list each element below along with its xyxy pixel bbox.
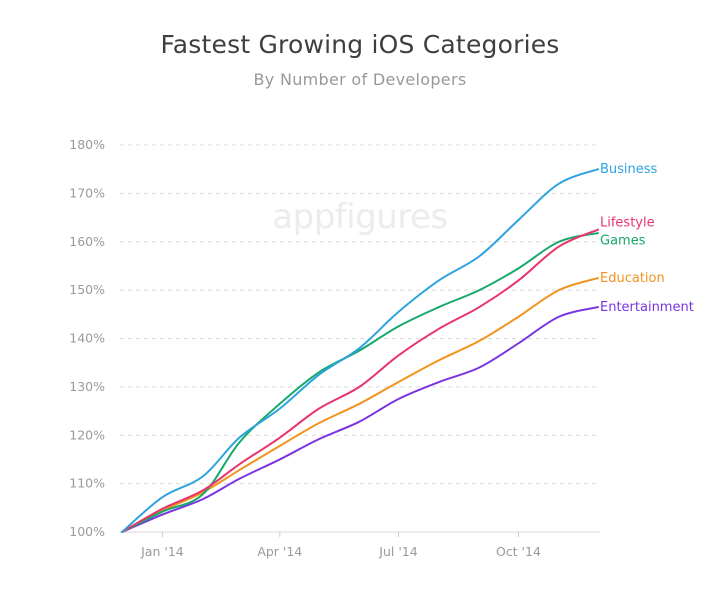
series-line-games [121, 232, 599, 533]
series-line-lifestyle [121, 228, 599, 533]
series-label-entertainment: Entertainment [600, 300, 694, 315]
y-tick-label: 120% [69, 427, 105, 442]
y-tick-label: 170% [69, 185, 105, 200]
y-tick-label: 130% [69, 379, 105, 394]
y-tick-label: 160% [69, 234, 105, 249]
series-label-games: Games [600, 233, 646, 248]
x-tick-label: Oct '14 [496, 544, 541, 559]
series-line-education [121, 277, 599, 533]
x-tick-label: Jul '14 [378, 544, 417, 559]
x-tick-label: Jan '14 [140, 544, 184, 559]
chart-title: Fastest Growing iOS Categories [160, 30, 560, 59]
series-label-education: Education [600, 271, 665, 286]
y-tick-label: 180% [69, 137, 105, 152]
y-tick-label: 150% [69, 282, 105, 297]
x-tick-label: Apr '14 [257, 544, 302, 559]
watermark-logo: appfigures [272, 197, 447, 237]
y-tick-label: 110% [69, 476, 105, 491]
y-tick-label: 100% [69, 524, 105, 539]
series-line-business [121, 168, 599, 533]
series-label-lifestyle: Lifestyle [600, 215, 655, 230]
series-label-business: Business [600, 162, 658, 177]
y-tick-label: 140% [69, 331, 105, 346]
chart-subtitle: By Number of Developers [253, 70, 467, 89]
series-line-entertainment [121, 306, 599, 533]
